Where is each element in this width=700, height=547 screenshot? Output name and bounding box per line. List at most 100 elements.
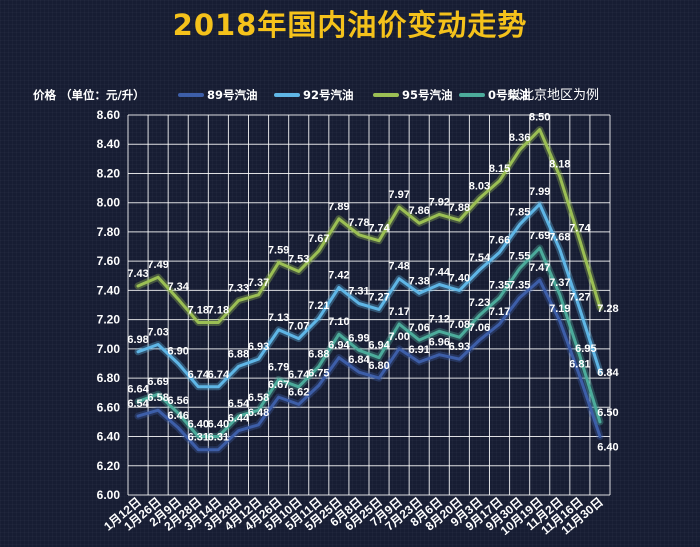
data-label: 8.18 [549,158,570,170]
data-label: 7.54 [469,252,491,264]
series-line [136,202,602,389]
series-layer [134,126,604,454]
data-label: 6.99 [348,332,369,344]
data-label: 7.69 [529,230,550,242]
data-label: 6.64 [127,383,149,395]
y-tick-label: 7.00 [97,342,121,356]
data-label: 7.35 [489,280,510,292]
data-label: 6.75 [308,367,329,379]
data-label: 7.44 [429,267,451,279]
data-label: 7.38 [408,275,429,287]
data-label: 6.40 [597,442,618,454]
data-label: 7.42 [328,269,349,281]
data-label: 7.86 [408,205,429,217]
y-tick-label: 7.20 [97,313,121,327]
chart-title: 2018年国内油价变动走势 [172,8,528,42]
data-label: 7.43 [127,268,148,280]
data-label: 6.44 [228,413,250,425]
data-label: 7.92 [429,196,450,208]
y-tick-label: 8.00 [97,196,121,210]
data-label: 6.50 [597,407,618,419]
data-label: 7.85 [509,207,530,219]
data-label: 7.07 [288,321,309,333]
data-label: 6.31 [208,432,229,444]
data-label: 7.88 [449,202,470,214]
series-line [136,128,602,324]
data-label: 7.13 [268,312,289,324]
y-tick-label: 7.60 [97,254,121,268]
y-tick-label: 7.80 [97,225,121,239]
data-label: 6.94 [368,340,390,352]
data-label: 7.40 [449,272,470,284]
legend: 89号汽油 92号汽油 95号汽油 0号柴油 [178,88,531,102]
series-line [136,246,602,438]
y-tick-label: 8.20 [97,166,121,180]
data-label: 7.06 [469,322,490,334]
data-label: 7.48 [388,261,409,273]
data-label: 6.88 [228,348,249,360]
data-label: 7.06 [408,322,429,334]
data-label: 7.89 [328,201,349,213]
data-label-layer: 6.546.586.466.316.316.446.486.676.626.75… [127,112,619,454]
data-label: 6.58 [248,392,269,404]
data-label: 6.40 [188,419,209,431]
data-label: 7.67 [308,233,329,245]
data-label: 7.27 [569,291,590,303]
data-label: 6.84 [597,367,619,379]
data-label: 7.53 [288,253,309,265]
data-label: 6.58 [147,392,168,404]
data-label: 6.56 [167,395,188,407]
data-label: 7.66 [489,234,510,246]
data-label: 6.69 [147,376,168,388]
data-label: 6.93 [248,341,269,353]
data-label: 7.00 [388,331,409,343]
y-axis-label: 价格 （单位：元/升） [33,88,145,102]
y-tick-label: 6.80 [97,371,121,385]
data-label: 7.17 [388,306,409,318]
data-label: 7.12 [429,313,450,325]
data-label: 7.97 [388,189,409,201]
data-label: 6.84 [348,354,370,366]
data-label: 6.48 [248,407,269,419]
data-label: 7.17 [489,306,510,318]
data-label: 6.31 [188,432,209,444]
data-label: 7.59 [268,245,289,257]
data-label: 7.47 [529,262,550,274]
data-label: 6.74 [188,369,210,381]
data-label: 7.74 [569,223,591,235]
data-label: 6.81 [569,359,590,371]
data-label: 6.94 [328,340,350,352]
data-label: 7.33 [228,283,249,295]
data-label: 7.03 [147,326,168,338]
data-label: 7.10 [328,316,349,328]
region-note: 以北京地区为例 [508,88,599,103]
data-label: 6.88 [308,348,329,360]
legend-label: 92号汽油 [303,88,354,102]
legend-label: 95号汽油 [402,88,453,102]
data-label: 7.28 [597,303,618,315]
data-label: 6.40 [208,419,229,431]
data-label: 8.03 [469,180,490,192]
data-label: 7.18 [208,305,229,317]
data-label: 7.27 [368,291,389,303]
data-label: 7.35 [509,280,530,292]
data-label: 8.36 [509,132,530,144]
data-label: 6.96 [429,337,450,349]
y-tick-label: 8.40 [97,137,121,151]
data-label: 6.90 [167,345,188,357]
data-label: 7.68 [549,231,570,243]
data-label: 7.21 [308,300,329,312]
data-label: 7.37 [549,277,570,289]
data-label: 7.31 [348,286,369,298]
data-label: 6.46 [167,410,188,422]
data-label: 6.67 [268,379,289,391]
y-tick-label: 6.60 [97,400,121,414]
data-label: 6.95 [575,343,596,355]
data-label: 6.91 [408,344,429,356]
y-tick-label: 8.60 [97,108,121,122]
data-label: 6.93 [449,341,470,353]
data-label: 6.62 [288,386,309,398]
series-line [136,278,602,452]
data-label: 6.79 [268,362,289,374]
legend-label: 0号柴油 [488,88,531,102]
